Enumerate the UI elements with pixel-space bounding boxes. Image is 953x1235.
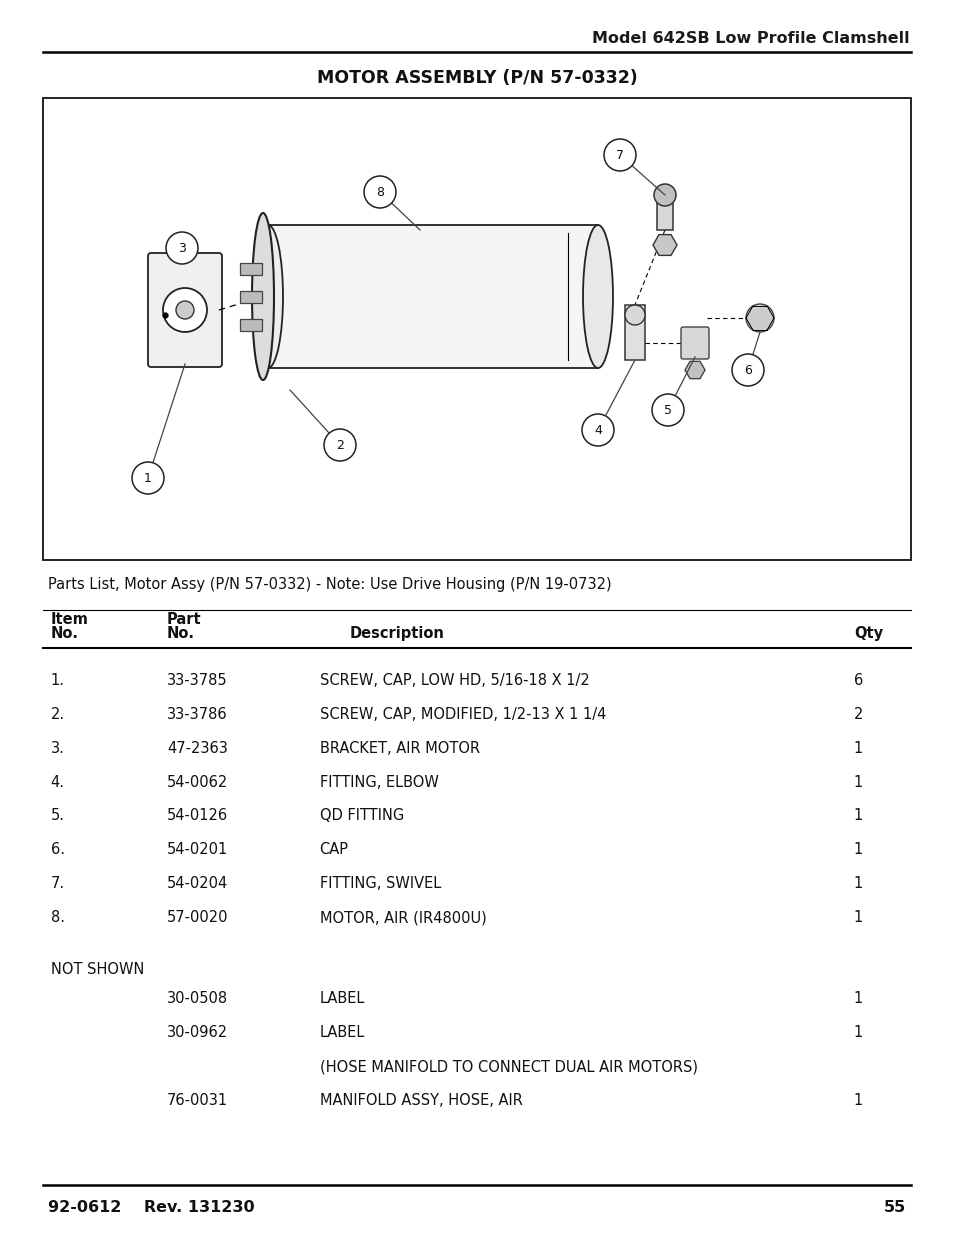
Text: 33-3785: 33-3785 [167,673,228,688]
Text: MOTOR ASSEMBLY (P/N 57-0332): MOTOR ASSEMBLY (P/N 57-0332) [316,69,637,86]
Text: 2: 2 [853,706,862,721]
Text: FITTING, ELBOW: FITTING, ELBOW [319,774,438,789]
Text: SCREW, CAP, LOW HD, 5/16-18 X 1/2: SCREW, CAP, LOW HD, 5/16-18 X 1/2 [319,673,589,688]
Text: 2: 2 [335,438,344,452]
Text: FITTING, SWIVEL: FITTING, SWIVEL [319,877,440,892]
Circle shape [603,140,636,170]
Text: 54-0204: 54-0204 [167,877,228,892]
Circle shape [324,429,355,461]
Circle shape [651,394,683,426]
Text: 1: 1 [853,1025,862,1040]
Bar [43,98,910,559]
Bar [240,263,262,274]
Text: No.: No. [51,625,78,641]
Circle shape [166,232,198,264]
Text: 76-0031: 76-0031 [167,1093,228,1108]
Ellipse shape [252,212,274,380]
Text: 54-0062: 54-0062 [167,774,228,789]
Bar [268,225,598,368]
Text: (HOSE MANIFOLD TO CONNECT DUAL AIR MOTORS): (HOSE MANIFOLD TO CONNECT DUAL AIR MOTOR… [319,1060,697,1074]
Text: 30-0508: 30-0508 [167,992,228,1007]
Text: 6.: 6. [51,842,65,857]
Text: 8.: 8. [51,910,65,925]
Text: Qty: Qty [853,625,882,641]
Text: 57-0020: 57-0020 [167,910,228,925]
Text: 54-0201: 54-0201 [167,842,228,857]
Text: NOT SHOWN: NOT SHOWN [51,962,144,977]
Ellipse shape [582,225,613,368]
Bar [657,190,672,230]
Text: Parts List, Motor Assy (P/N 57-0332) - Note: Use Drive Housing (P/N 19-0732): Parts List, Motor Assy (P/N 57-0332) - N… [48,577,611,592]
Text: CAP: CAP [319,842,348,857]
Polygon shape [684,362,704,379]
Text: 4: 4 [594,424,601,436]
Text: Item: Item [51,611,89,626]
Text: 1: 1 [853,877,862,892]
Circle shape [175,301,193,319]
Text: Part: Part [167,611,201,626]
Text: LABEL: LABEL [319,1025,365,1040]
Text: 55: 55 [882,1200,905,1215]
Text: QD FITTING: QD FITTING [319,809,403,824]
Text: 3.: 3. [51,741,65,756]
Text: 33-3786: 33-3786 [167,706,228,721]
Ellipse shape [253,225,283,368]
Text: 1: 1 [853,910,862,925]
Polygon shape [652,235,677,256]
Text: 6: 6 [853,673,862,688]
Text: Model 642SB Low Profile Clamshell: Model 642SB Low Profile Clamshell [592,31,909,46]
Text: 1: 1 [853,774,862,789]
Circle shape [624,305,644,325]
Text: LABEL: LABEL [319,992,365,1007]
Text: 3: 3 [178,242,186,254]
Text: 47-2363: 47-2363 [167,741,228,756]
Text: 1: 1 [853,842,862,857]
Circle shape [163,288,207,332]
Circle shape [581,414,614,446]
Text: 4.: 4. [51,774,65,789]
Circle shape [132,462,164,494]
Text: 1: 1 [853,1093,862,1108]
Circle shape [654,184,676,206]
Text: 54-0126: 54-0126 [167,809,228,824]
Text: 92-0612    Rev. 131230: 92-0612 Rev. 131230 [48,1200,254,1215]
Text: 1: 1 [853,741,862,756]
Text: No.: No. [167,625,194,641]
Text: 8: 8 [375,185,384,199]
Text: 1: 1 [853,992,862,1007]
Circle shape [364,177,395,207]
Text: 1.: 1. [51,673,65,688]
Text: MANIFOLD ASSY, HOSE, AIR: MANIFOLD ASSY, HOSE, AIR [319,1093,522,1108]
Bar [240,290,262,303]
Text: 5.: 5. [51,809,65,824]
FancyBboxPatch shape [148,253,222,367]
Text: 1: 1 [853,809,862,824]
Text: 30-0962: 30-0962 [167,1025,228,1040]
Circle shape [731,354,763,387]
Text: MOTOR, AIR (IR4800U): MOTOR, AIR (IR4800U) [319,910,486,925]
Text: 1: 1 [144,472,152,484]
Text: BRACKET, AIR MOTOR: BRACKET, AIR MOTOR [319,741,479,756]
Ellipse shape [745,304,773,332]
Bar [624,305,644,359]
Text: Description: Description [349,625,444,641]
Text: 2.: 2. [51,706,65,721]
Bar [240,319,262,331]
Text: 7: 7 [616,148,623,162]
Text: 5: 5 [663,404,671,416]
FancyBboxPatch shape [680,327,708,359]
Text: 6: 6 [743,363,751,377]
Text: 7.: 7. [51,877,65,892]
Text: SCREW, CAP, MODIFIED, 1/2-13 X 1 1/4: SCREW, CAP, MODIFIED, 1/2-13 X 1 1/4 [319,706,605,721]
